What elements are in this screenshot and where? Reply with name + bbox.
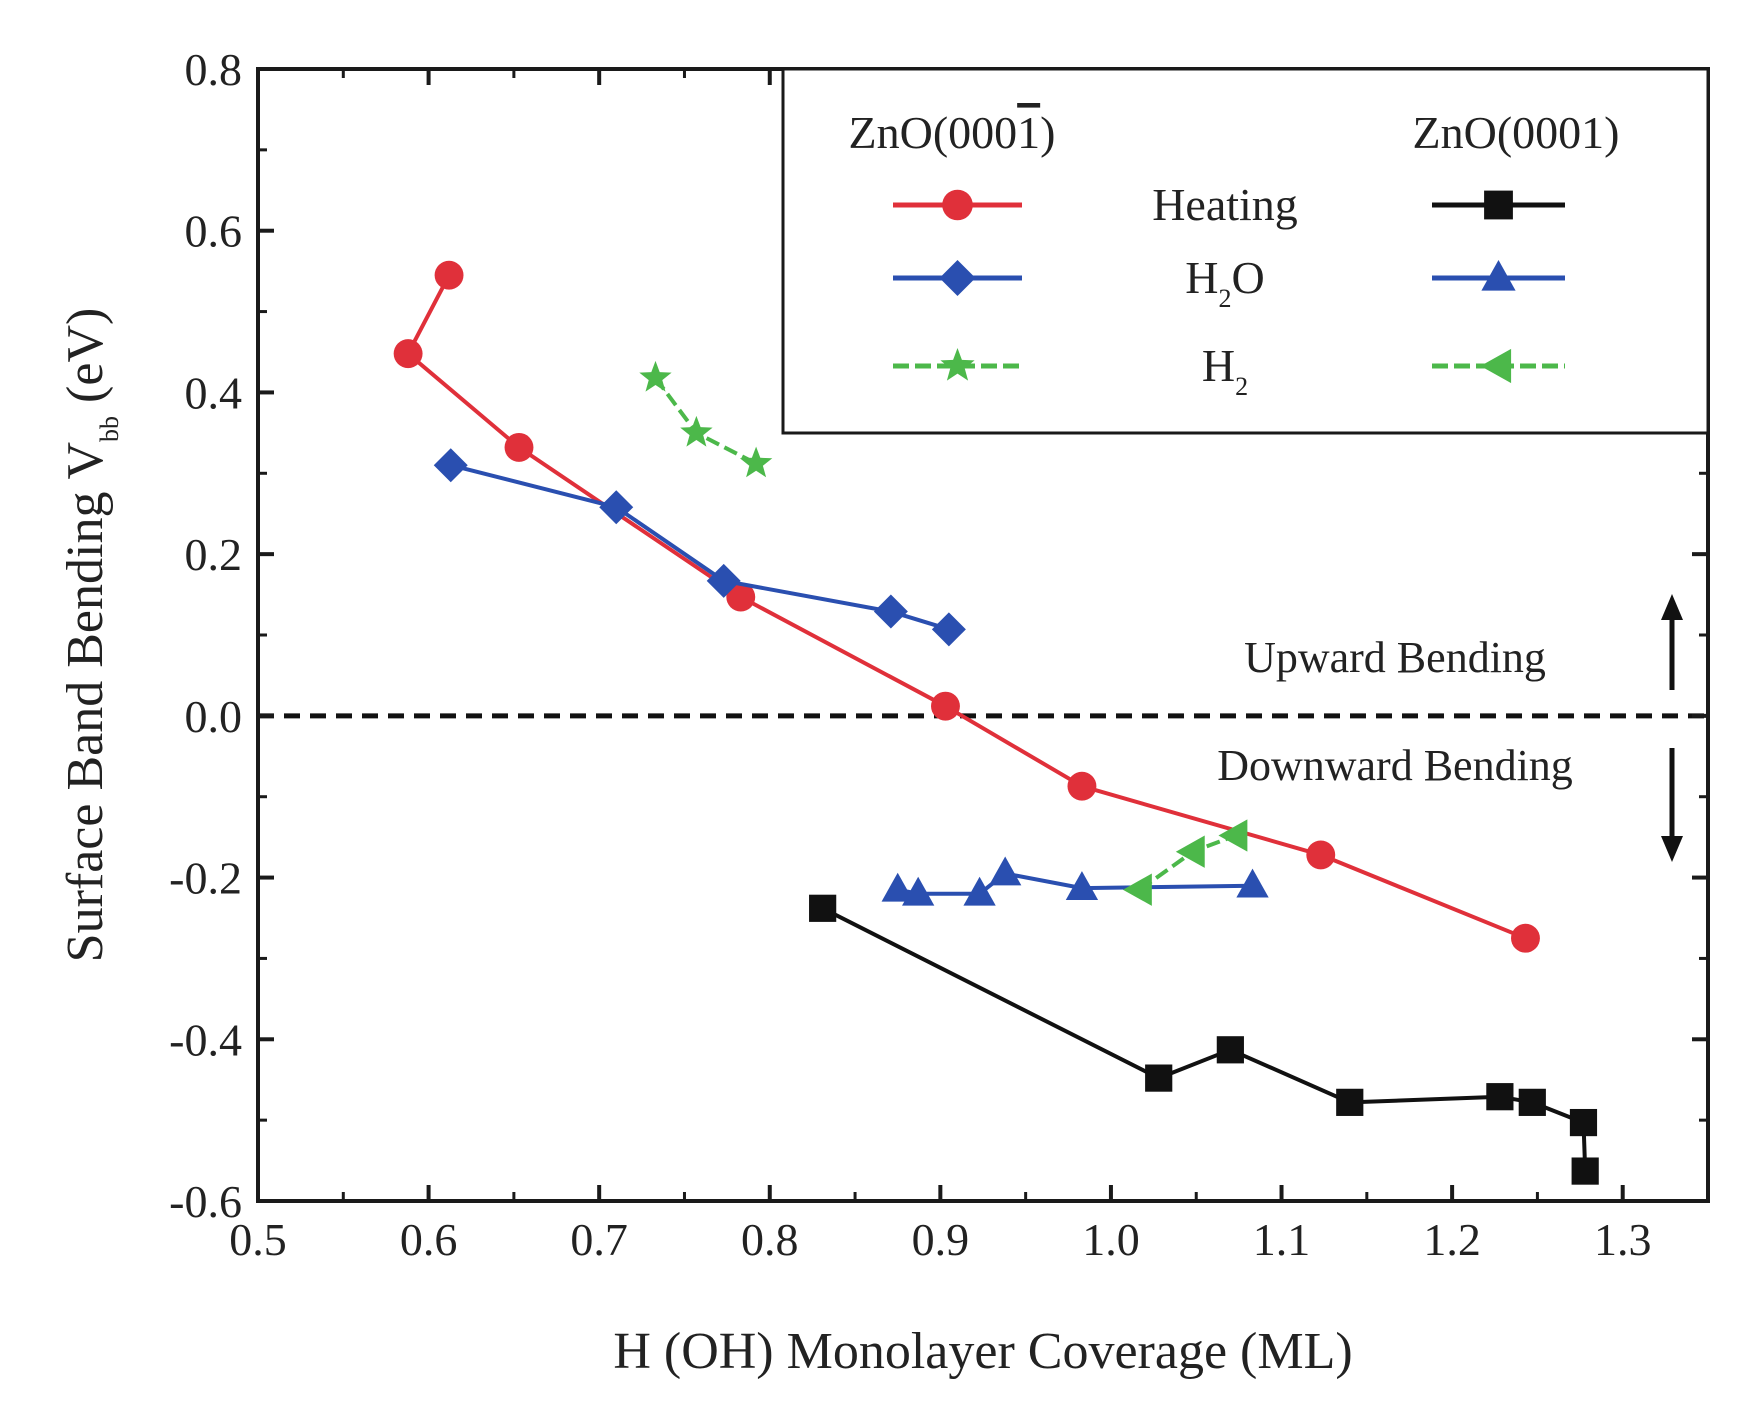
legend-marker [1484, 190, 1513, 220]
data-point [1569, 1108, 1598, 1137]
data-point [1571, 1157, 1599, 1185]
data-point [931, 612, 966, 647]
downward-bending-label: Downward Bending [1217, 741, 1573, 790]
series-4 [881, 856, 1269, 906]
legend-header-right: ZnO(0001) [1413, 107, 1620, 158]
x-tick-label: 0.7 [570, 1214, 628, 1265]
data-point [1518, 1088, 1546, 1116]
legend-row: Heating [893, 179, 1565, 230]
data-point [706, 563, 741, 598]
legend-marker [940, 348, 975, 381]
series-2 [639, 360, 773, 478]
data-point [434, 260, 464, 290]
x-tick-label: 1.1 [1253, 1214, 1311, 1265]
x-tick-label: 1.0 [1082, 1214, 1140, 1265]
data-point [873, 594, 908, 629]
data-point [963, 876, 996, 906]
y-axis-title: Surface Band Bending Vbb (eV) [57, 308, 124, 963]
y-tick-label: 0.8 [185, 44, 243, 95]
y-tick-label: 0.6 [185, 206, 243, 257]
y-tick-label: 0.4 [185, 367, 243, 418]
upward-bending-label: Upward Bending [1244, 633, 1546, 682]
series-5 [1122, 819, 1248, 906]
legend-box [781, 67, 1710, 435]
series-line [406, 274, 1527, 941]
legend: ZnO(0001) ZnO(0001) Heating H2O H2 [781, 67, 1710, 435]
data-point [504, 432, 534, 462]
x-tick-label: 1.3 [1594, 1214, 1652, 1265]
data-point [1175, 835, 1205, 868]
legend-marker [942, 189, 973, 221]
series-0 [393, 260, 1540, 953]
y-tick-label: 0.0 [185, 691, 243, 742]
data-point [1067, 771, 1097, 801]
series-1 [433, 448, 966, 647]
x-tick-label: 1.2 [1423, 1214, 1481, 1265]
data-point [680, 415, 713, 447]
legend-row: H2 [893, 340, 1565, 401]
y-tick-label: -0.4 [169, 1014, 242, 1065]
legend-label: Heating [1152, 179, 1298, 230]
y-tick-label: -0.2 [169, 853, 242, 904]
x-axis-title: H (OH) Monolayer Coverage (ML) [613, 1323, 1352, 1380]
data-point [809, 894, 837, 922]
data-point [726, 582, 756, 612]
data-point [1336, 1088, 1364, 1116]
data-point [1122, 873, 1152, 906]
legend-header-left: ZnO(0001) [849, 107, 1056, 158]
data-point [989, 856, 1022, 886]
legend-marker [1481, 260, 1516, 291]
data-point [1218, 819, 1248, 852]
y-tick-label: -0.6 [169, 1176, 242, 1227]
x-tick-label: 0.6 [400, 1214, 458, 1265]
x-tick-label: 0.5 [229, 1214, 287, 1265]
data-point [1216, 1036, 1244, 1064]
data-point [1236, 868, 1269, 898]
data-point [1511, 923, 1540, 953]
y-tick-label: 0.2 [185, 529, 243, 580]
data-point [393, 339, 423, 369]
up-arrow-icon [1661, 594, 1683, 690]
data-point [1306, 840, 1336, 870]
data-point [902, 876, 935, 906]
down-arrow-icon [1661, 748, 1683, 862]
data-point [599, 490, 634, 525]
legend-row: H2O [893, 252, 1565, 313]
legend-label: H2 [1202, 340, 1248, 401]
data-point [881, 872, 914, 902]
x-tick-label: 0.9 [912, 1214, 970, 1265]
data-point [639, 360, 672, 392]
legend-marker [939, 260, 976, 296]
series-3 [809, 894, 1599, 1185]
x-tick-label: 0.8 [741, 1214, 799, 1265]
legend-marker [1480, 348, 1512, 384]
data-point [931, 691, 960, 721]
data-point [433, 448, 468, 483]
data-point [1065, 871, 1099, 900]
data-point [739, 446, 773, 478]
legend-label: H2O [1185, 252, 1264, 313]
data-point [1486, 1083, 1514, 1111]
data-point [1145, 1064, 1173, 1092]
